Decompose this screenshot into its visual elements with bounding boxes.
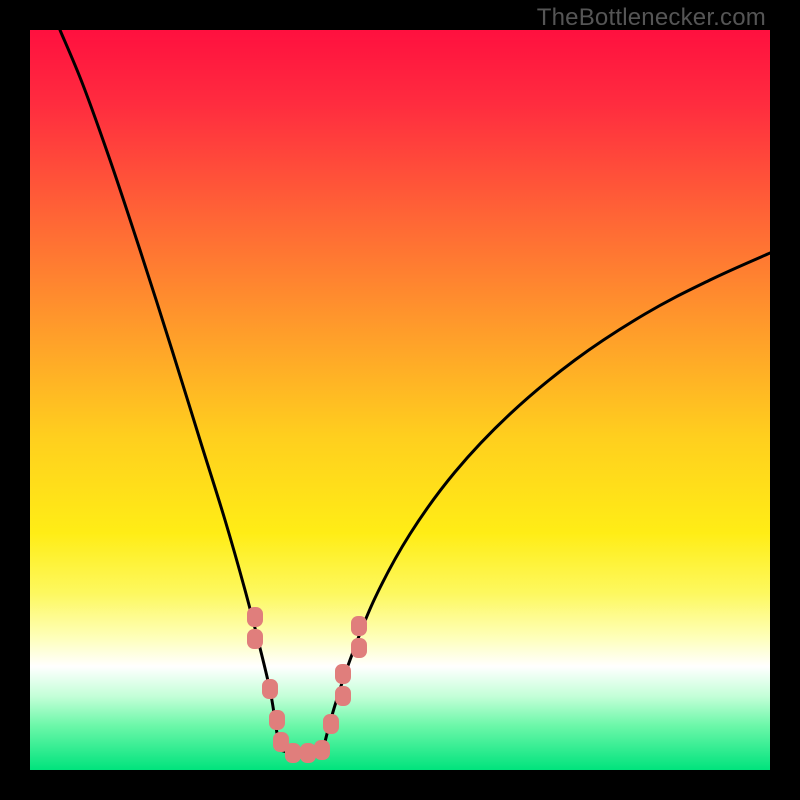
plot-area xyxy=(30,30,770,770)
data-marker xyxy=(269,710,285,730)
data-marker xyxy=(247,629,263,649)
data-marker xyxy=(351,616,367,636)
watermark-text: TheBottlenecker.com xyxy=(537,4,766,32)
curve-right xyxy=(323,253,770,750)
data-marker xyxy=(285,743,301,763)
markers-group xyxy=(247,607,367,763)
curves-layer xyxy=(30,30,770,770)
data-marker xyxy=(314,740,330,760)
chart-frame: TheBottlenecker.com xyxy=(0,0,800,800)
data-marker xyxy=(262,679,278,699)
data-marker xyxy=(335,664,351,684)
data-marker xyxy=(300,743,316,763)
data-marker xyxy=(335,686,351,706)
data-marker xyxy=(323,714,339,734)
data-marker xyxy=(247,607,263,627)
data-marker xyxy=(351,638,367,658)
